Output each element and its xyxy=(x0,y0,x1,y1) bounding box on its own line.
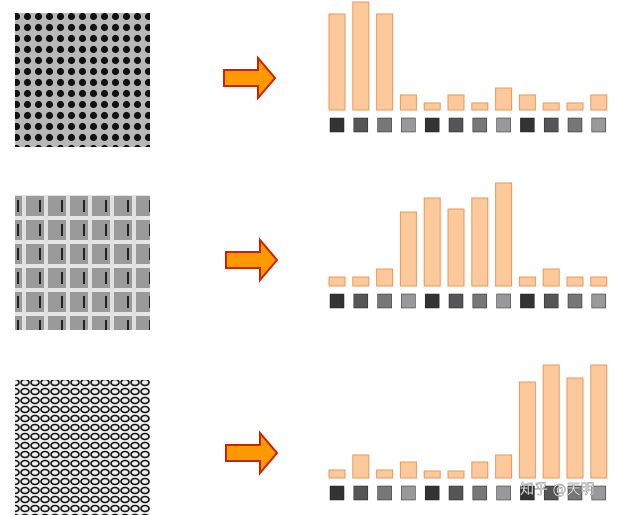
codeword-icon xyxy=(496,293,511,309)
bar xyxy=(399,211,417,287)
bar xyxy=(352,1,370,111)
codeword-icon xyxy=(496,485,511,501)
watermark: 知乎 @天明 xyxy=(520,481,594,498)
bar xyxy=(566,102,584,111)
codeword-icon xyxy=(424,293,440,309)
codeword-icon xyxy=(520,485,535,501)
texture-image xyxy=(15,13,150,147)
bar xyxy=(542,268,560,287)
codeword-icon xyxy=(353,293,369,309)
bar xyxy=(423,197,441,287)
arrow xyxy=(225,237,279,283)
bar xyxy=(495,454,513,479)
codeword-icon xyxy=(377,485,392,501)
codeword-icon xyxy=(543,485,559,501)
codeword-icon xyxy=(424,117,440,133)
codeword-icon xyxy=(448,485,464,501)
codeword-icon xyxy=(591,485,607,501)
bar xyxy=(399,94,417,111)
codeword-icon xyxy=(401,485,416,501)
bar xyxy=(376,13,394,111)
codeword-icon xyxy=(448,117,464,133)
bar xyxy=(471,461,489,479)
texture-image xyxy=(15,195,150,330)
bar xyxy=(447,208,465,287)
codeword-icon xyxy=(472,293,488,309)
codeword-icon xyxy=(424,485,440,501)
bar xyxy=(566,377,584,479)
codeword-icon xyxy=(543,117,559,133)
codeword-icon xyxy=(472,117,488,133)
arrow xyxy=(223,55,277,101)
codeword-icon xyxy=(543,293,559,309)
bar xyxy=(423,102,441,111)
bar xyxy=(352,276,370,287)
codeword-icon xyxy=(567,485,583,501)
codeword-icon xyxy=(472,485,488,501)
bar xyxy=(566,276,584,287)
codeword-icon xyxy=(567,117,583,133)
codeword-icon xyxy=(329,293,345,309)
codeword-icon xyxy=(591,117,607,133)
bar xyxy=(518,276,536,287)
codeword-icon xyxy=(353,117,369,133)
bar xyxy=(495,182,513,287)
bar xyxy=(399,461,417,479)
bar xyxy=(542,364,560,479)
bar xyxy=(542,102,560,111)
codeword-icon xyxy=(496,117,511,133)
codeword-icon xyxy=(448,293,464,309)
bar xyxy=(423,470,441,479)
bar xyxy=(328,13,346,111)
texture-image xyxy=(15,380,150,515)
codeword-icon xyxy=(329,485,345,501)
bar xyxy=(518,94,536,111)
codeword-icon xyxy=(401,293,416,309)
bar xyxy=(447,94,465,111)
bar xyxy=(590,94,608,111)
bar xyxy=(328,276,346,287)
codeword-icon xyxy=(520,293,535,309)
bar xyxy=(518,381,536,479)
bar xyxy=(590,276,608,287)
bar xyxy=(447,470,465,479)
codeword-icon xyxy=(329,117,345,133)
codeword-icon xyxy=(353,485,369,501)
codeword-icon xyxy=(377,293,392,309)
bar xyxy=(590,364,608,479)
codeword-icon xyxy=(567,293,583,309)
codeword-icon xyxy=(520,117,535,133)
bar xyxy=(376,268,394,287)
codeword-icon xyxy=(401,117,416,133)
arrow xyxy=(225,430,279,476)
codeword-icon xyxy=(377,117,392,133)
bar xyxy=(328,469,346,479)
bar xyxy=(471,197,489,287)
bar xyxy=(376,469,394,479)
arrows xyxy=(223,55,279,476)
bar xyxy=(352,454,370,479)
codeword-icon xyxy=(591,293,607,309)
bar xyxy=(495,87,513,111)
bar xyxy=(471,102,489,111)
